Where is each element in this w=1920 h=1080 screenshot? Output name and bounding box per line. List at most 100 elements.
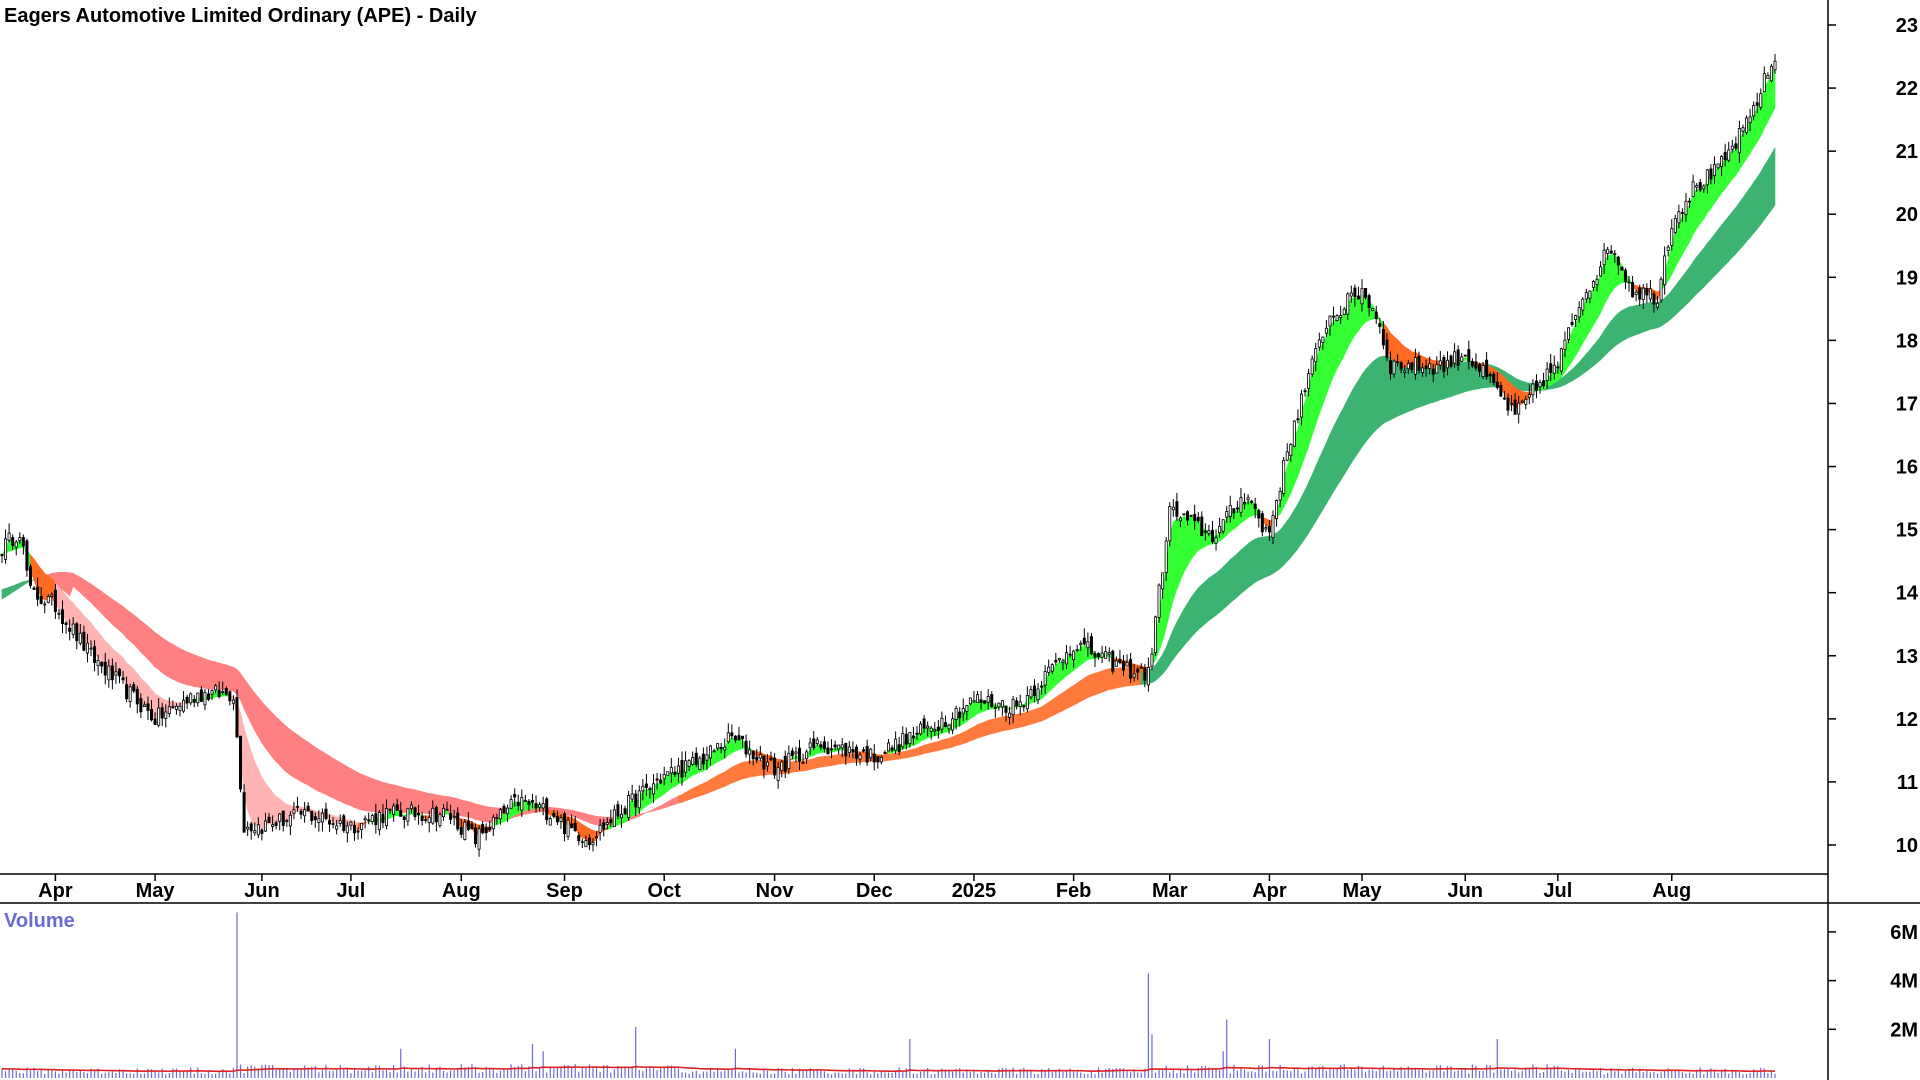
candle-body [1011,699,1015,716]
long-term-mma-ribbon-segment [104,593,110,622]
candle-body [114,671,118,676]
candle-body [367,819,371,822]
short-term-mma-ribbon-segment [247,740,252,821]
candle-body [744,740,748,755]
price-tick-label: 19 [1896,267,1918,289]
long-term-mma-ribbon-segment [727,766,733,786]
long-term-mma-ribbon-segment [966,728,971,743]
long-term-mma-ribbon-segment [261,701,266,749]
short-term-mma-ribbon-segment [1696,189,1701,230]
candle-body [993,706,997,709]
candle-body [1627,281,1631,284]
long-term-mma-ribbon-segment [1461,361,1466,394]
long-term-mma-ribbon-segment [1607,320,1612,354]
candle-body [869,748,873,759]
candle-body [1584,292,1588,300]
long-term-mma-ribbon-segment [930,741,936,753]
candle-body [684,760,688,773]
candle-body [1716,163,1720,169]
candle-body [726,732,730,743]
short-term-mma-ribbon-segment [1354,297,1359,337]
candle-body [1089,636,1093,655]
long-term-mma-ribbon-segment [941,738,946,750]
long-term-mma-ribbon-segment [745,760,750,779]
candle-body [377,812,381,831]
candle-body [239,735,243,790]
time-tick-label: Jul [1543,880,1572,902]
long-term-mma-ribbon-segment [343,764,348,806]
short-term-mma-ribbon-segment [97,631,102,663]
candle-body [392,805,396,815]
long-term-mma-ribbon-segment [421,791,426,814]
price-tick-label: 15 [1896,520,1918,542]
short-term-mma-ribbon-segment [717,747,722,763]
long-term-mma-ribbon-segment [112,598,117,629]
price-tick-label: 20 [1896,204,1918,226]
time-tick-label: Feb [1056,880,1092,902]
candle-body [523,799,527,802]
candle-body [199,689,203,702]
candle-body [541,803,545,809]
candle-body [1559,348,1563,372]
candle-body [1631,281,1635,298]
candle-body [1040,685,1044,688]
long-term-mma-ribbon-segment [122,605,127,639]
candle-body [1164,540,1168,574]
long-term-mma-ribbon-segment [1272,532,1277,575]
long-term-mma-ribbon-segment [1450,362,1455,398]
long-term-mma-ribbon-segment [706,778,711,794]
candle-body [1072,650,1076,661]
candle-body [434,807,438,823]
short-term-mma-ribbon-segment [1055,661,1060,686]
long-term-mma-ribbon-segment [186,651,191,686]
long-term-mma-ribbon-segment [916,746,921,757]
long-term-mma-ribbon-segment [201,657,206,689]
long-term-mma-ribbon-segment [1190,591,1195,639]
candle-body [534,803,538,809]
candle-body [676,765,680,774]
long-term-mma-ribbon-segment [94,585,99,611]
long-term-mma-ribbon-segment [938,739,943,752]
candle-body [904,733,908,745]
candle-body [680,759,684,778]
candle-body [452,815,456,818]
price-tick-label: 11 [1897,772,1918,794]
long-term-mma-ribbon-segment [97,588,102,615]
candle-body [93,646,97,664]
candle-body [1307,373,1311,389]
long-term-mma-ribbon-segment [136,616,142,654]
long-term-mma-ribbon-segment [208,659,213,690]
long-term-mma-ribbon-segment [425,792,430,815]
long-term-mma-ribbon-segment [1,588,6,600]
candle-body [32,587,36,590]
candle-body [1168,506,1172,542]
candle-body [769,757,773,761]
long-term-mma-ribbon-segment [247,682,252,724]
candle-body [705,754,709,761]
candle-body [1488,374,1492,377]
candle-body [192,699,196,703]
candle-body [780,761,784,771]
candle-body [1246,497,1250,501]
candle-body [894,738,898,751]
candle-body [584,840,588,848]
candle-body [1342,308,1346,315]
candle-body [171,706,175,708]
candle-body [374,813,378,826]
candle-body [1299,393,1303,418]
long-term-mma-ribbon-segment [1739,196,1744,251]
long-term-mma-ribbon-segment [1375,356,1381,431]
long-term-mma-ribbon-segment [1311,466,1317,529]
long-term-mma-ribbon-segment [1635,304,1641,336]
candle-body [1171,506,1175,511]
long-term-mma-ribbon-segment [1069,684,1074,708]
candle-body [1214,537,1218,544]
candle-body [1759,93,1763,108]
long-term-mma-ribbon-segment [1048,699,1053,719]
candle-body [502,805,506,814]
candle-body [1154,616,1158,653]
candle-body [922,718,926,729]
candle-body [883,752,887,754]
long-term-mma-ribbon-segment [1265,536,1270,578]
candle-body [997,702,1001,708]
